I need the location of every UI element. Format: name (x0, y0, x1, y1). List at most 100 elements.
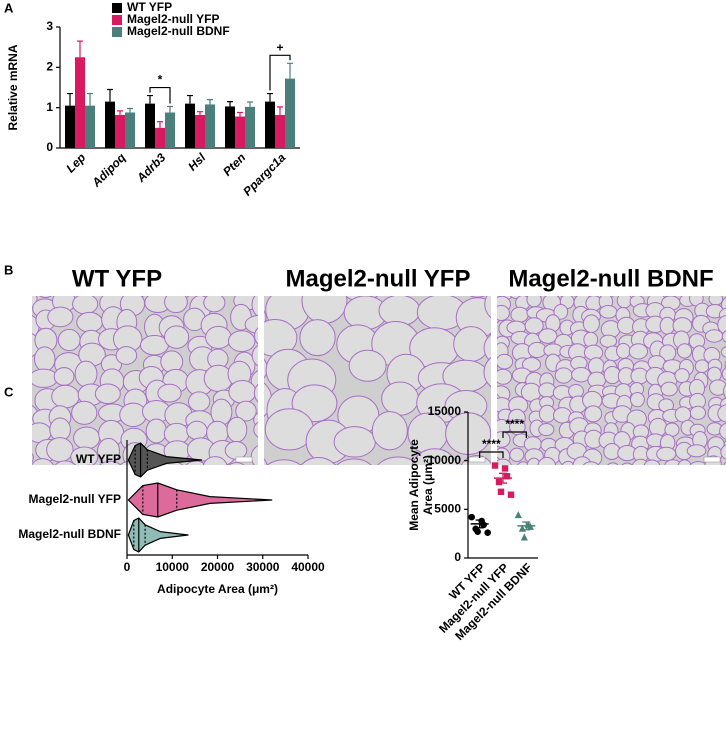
adipocyte (554, 367, 573, 384)
adipocyte (678, 476, 694, 488)
adipocyte (251, 296, 258, 317)
adipocyte (721, 330, 726, 343)
adipocyte (145, 418, 168, 444)
violin (127, 442, 203, 478)
adipocyte (119, 402, 147, 428)
adipocyte (607, 462, 619, 465)
adipocyte (483, 356, 491, 388)
cell-outlines (32, 271, 276, 465)
adipocyte (694, 475, 710, 489)
data-point (503, 473, 511, 480)
x-tick-label: Hsl (185, 150, 209, 174)
adipocyte (224, 440, 248, 460)
image-title: WT YFP (72, 265, 162, 292)
bar (265, 101, 275, 148)
adipocyte (39, 296, 52, 298)
legend-swatch (112, 27, 122, 37)
data-point (468, 513, 475, 521)
panel-label: A (4, 0, 14, 15)
x-tick-label: 20000 (201, 560, 235, 574)
adipocyte (524, 472, 539, 484)
y-axis-label: Mean Adipocyte (407, 439, 421, 531)
annotation: **** (505, 417, 524, 431)
adipocyte (616, 296, 633, 309)
adipocyte (228, 462, 245, 465)
adipocyte (190, 273, 211, 293)
adipocyte (659, 316, 675, 335)
adipocyte (720, 277, 726, 292)
adipocyte (686, 444, 707, 458)
adipocyte (568, 471, 587, 489)
bar (125, 112, 135, 148)
scale-bar (703, 456, 721, 463)
adipocyte (162, 461, 184, 465)
adipocyte (252, 275, 276, 294)
adipocyte (538, 328, 558, 344)
adipocyte (235, 400, 257, 422)
y-tick-label: 2 (46, 60, 53, 74)
annotation: * (158, 73, 163, 87)
adipocyte (204, 271, 232, 294)
adipocyte (720, 346, 726, 358)
adipocyte (497, 364, 498, 372)
annotation: + (276, 40, 283, 54)
adipocyte (510, 306, 529, 323)
significance-bracket (479, 451, 504, 458)
y-tick-label: Magel2-null YFP (29, 492, 121, 506)
error-bar (522, 521, 531, 531)
adipocyte (336, 458, 372, 465)
data-point (497, 488, 505, 496)
bar (105, 101, 115, 148)
adipocyte (228, 379, 257, 404)
adipocyte (333, 426, 376, 458)
adipocyte (656, 446, 677, 462)
adipocyte (186, 420, 208, 441)
adipocyte (664, 459, 682, 465)
adipocyte (483, 277, 502, 293)
data-point (495, 478, 503, 486)
adipocyte (497, 458, 512, 465)
error-bar (237, 111, 243, 117)
adipocyte (32, 368, 59, 388)
adipocyte (717, 404, 726, 423)
error-bar (277, 106, 283, 115)
error-bar (87, 92, 93, 106)
adipocyte (721, 367, 726, 381)
adipocyte (537, 456, 557, 465)
bar (245, 106, 255, 148)
adipocyte (53, 367, 75, 386)
x-tick-label: Pten (220, 150, 248, 178)
bar (165, 112, 175, 148)
adipocyte (226, 416, 248, 443)
bar (65, 105, 75, 148)
adipocyte (720, 444, 726, 460)
y-tick-label: 0 (46, 140, 53, 154)
error-bar (107, 88, 113, 102)
error-bar (117, 110, 123, 115)
x-tick-label: Ppargc1a (240, 150, 288, 198)
adipocyte (674, 368, 690, 384)
adipocyte (662, 472, 677, 489)
adipocyte (497, 431, 511, 448)
adipocyte (205, 325, 232, 350)
y-tick-label: 5000 (434, 502, 461, 516)
adipocyte (582, 314, 600, 334)
bar (195, 114, 205, 148)
error-bar (147, 94, 153, 104)
adipocyte (621, 462, 633, 465)
adipocyte (217, 255, 258, 288)
error-bar (67, 92, 73, 106)
error-bar (499, 472, 507, 484)
violin (127, 482, 273, 518)
data-point (474, 528, 481, 536)
legend-swatch (112, 3, 122, 13)
adipocyte (157, 383, 182, 403)
adipocyte (253, 383, 258, 403)
y-tick-label: WT YFP (76, 452, 121, 466)
adipocyte (70, 446, 99, 465)
adipocyte (586, 469, 603, 483)
adipocyte (244, 315, 258, 334)
adipocyte (677, 459, 692, 465)
error-bar (157, 121, 163, 128)
error-bar (475, 519, 484, 529)
